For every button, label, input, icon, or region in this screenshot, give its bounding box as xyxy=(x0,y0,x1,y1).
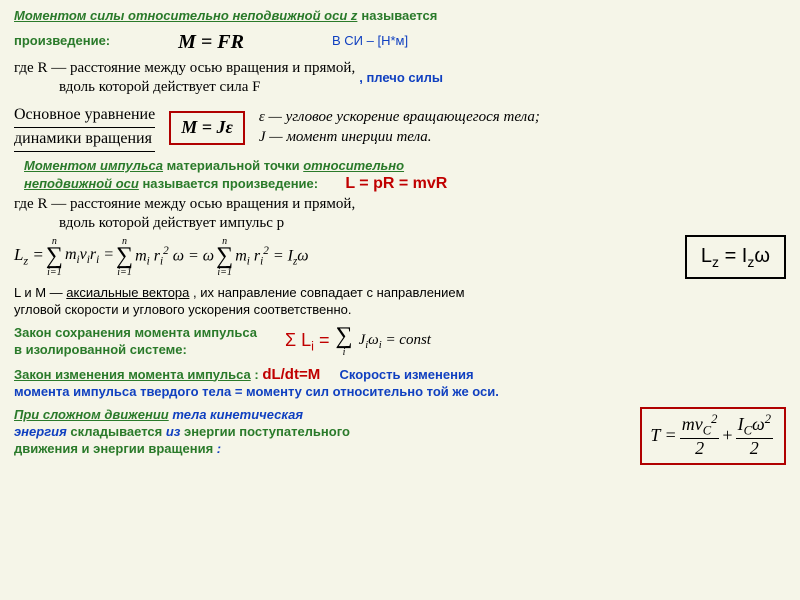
произведение-label: произведение: xyxy=(14,33,110,50)
title-line: Моментом силы относительно неподвижной о… xyxy=(14,8,786,25)
formula-lz-box: Lz = Izω xyxy=(685,235,786,279)
def-r1-text: где R — расстояние между осью вращения и… xyxy=(14,59,355,97)
formula-kinetic: T = mvC22 + ICω22 xyxy=(640,407,786,465)
title-tail: называется xyxy=(361,8,437,25)
definition-r-force: где R — расстояние между осью вращения и… xyxy=(14,59,786,99)
axial-vectors: L и M — аксиальные вектора , их направле… xyxy=(14,285,786,319)
formula-l-pr-mvr: L = pR = mvR xyxy=(345,175,447,192)
dynamics-label: Основное уравнение динамики вращения xyxy=(14,104,155,151)
si-units: В СИ – [Н*м] xyxy=(332,33,408,50)
formula-m-je: M = Jε xyxy=(169,111,245,144)
def-r2-text: где R — расстояние между осью вращения и… xyxy=(14,195,786,233)
title-underline: Моментом силы относительно неподвижной о… xyxy=(14,8,357,25)
conservation-law: Закон сохранения момента импульса в изол… xyxy=(14,325,786,359)
lz-formula-row: Lz = n∑i=1 miviri = n∑i=1 mi ri2 ω = ω n… xyxy=(14,235,786,279)
formula-m-fr: M = FR xyxy=(178,29,244,55)
formula-moment-force: произведение: M = FR В СИ – [Н*м] xyxy=(14,29,786,55)
formula-dldt: dL/dt=M xyxy=(262,366,320,383)
kinetic-energy: При сложном движении тела кинетическая э… xyxy=(14,407,786,465)
dynamics-equation-row: Основное уравнение динамики вращения M =… xyxy=(14,104,786,151)
change-law: Закон изменения момента импульса : dL/dt… xyxy=(14,365,786,401)
def-r1-tail: , плечо силы xyxy=(359,70,443,87)
dyn-defs: ε — угловое ускорение вращающегося тела;… xyxy=(259,108,540,147)
momentum-def: Моментом импульса материальной точки отн… xyxy=(14,158,786,196)
